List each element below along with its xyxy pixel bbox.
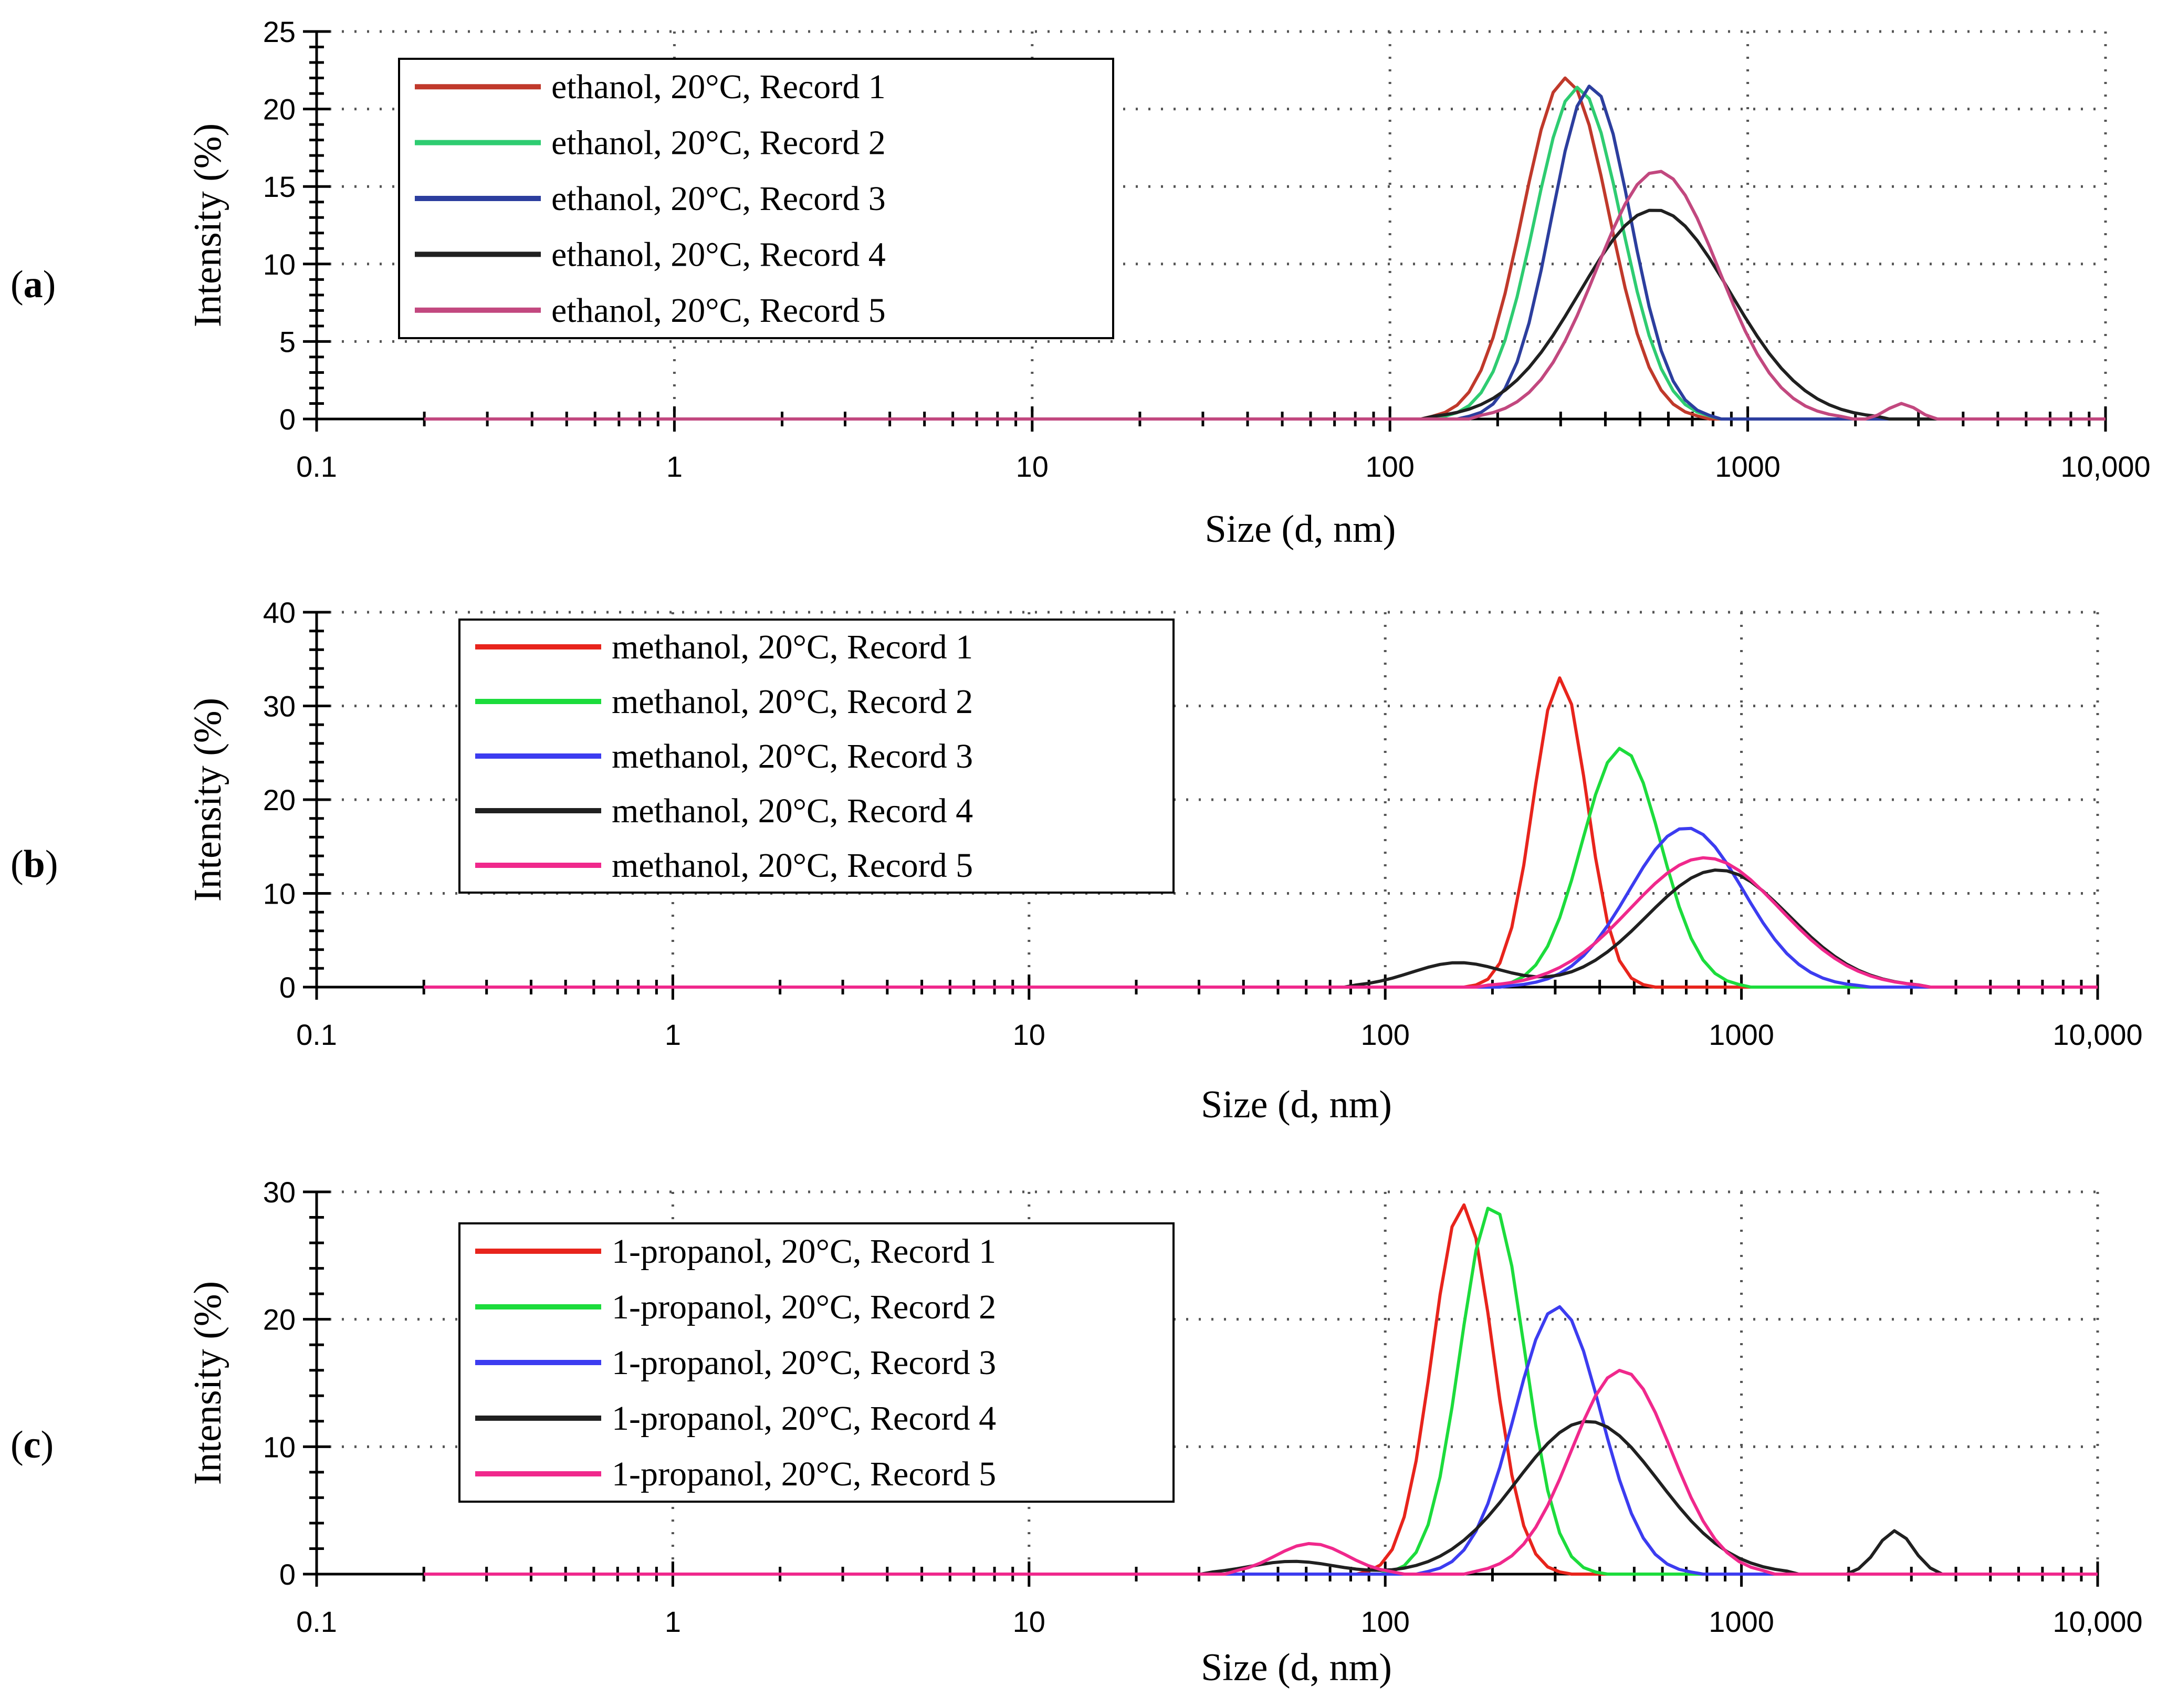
y-tick-label: 5 <box>279 325 296 358</box>
y-axis-title: Intensity (%) <box>186 1281 229 1485</box>
x-tick-label: 1000 <box>1709 1018 1774 1051</box>
legend-label-record-1: 1-propanol, 20°C, Record 1 <box>612 1232 996 1271</box>
legend: methanol, 20°C, Record 1 methanol, 20°C, … <box>458 619 1175 894</box>
y-tick-label: 0 <box>279 403 296 436</box>
chart-panel-c: 0.1 1 10 100 1000 10,000 0 10 20 30 Size (d, nm) In… <box>11 1176 2143 1689</box>
x-tick-label: 0.1 <box>296 1018 337 1051</box>
legend-label-record-3: methanol, 20°C, Record 3 <box>612 737 973 776</box>
legend-label-record-5: methanol, 20°C, Record 5 <box>612 846 973 885</box>
x-tick-label: 100 <box>1360 1018 1409 1051</box>
y-tick-label: 10 <box>263 877 296 910</box>
x-tick-label: 10 <box>1016 450 1049 483</box>
x-axis-title: Size (d, nm) <box>1205 508 1396 551</box>
x-tick-label: 1 <box>666 450 683 483</box>
panel-label: (a) <box>11 263 56 306</box>
series-lines <box>424 1203 2098 1576</box>
series-line-record-5 <box>424 856 2098 989</box>
legend: ethanol, 20°C, Record 1 ethanol, 20°C, Re… <box>398 58 1114 339</box>
y-tick-label: 20 <box>263 93 296 126</box>
y-tick-label: 10 <box>263 1430 296 1463</box>
y-tick-label: 30 <box>263 690 296 723</box>
legend-label-record-2: methanol, 20°C, Record 2 <box>612 683 973 721</box>
x-tick-label: 100 <box>1360 1605 1409 1638</box>
x-tick-label: 0.1 <box>296 1605 337 1638</box>
panel-label: (c) <box>11 1423 54 1466</box>
series-lines <box>424 76 2106 421</box>
y-tick-label: 25 <box>263 15 296 48</box>
panel-label: (b) <box>11 843 58 886</box>
legend-label-record-2: ethanol, 20°C, Record 2 <box>551 124 886 162</box>
y-axis-title: Intensity (%) <box>186 123 229 327</box>
legend-label-record-4: methanol, 20°C, Record 4 <box>612 792 973 830</box>
legend-label-record-5: ethanol, 20°C, Record 5 <box>551 291 886 330</box>
legend-label-record-4: 1-propanol, 20°C, Record 4 <box>612 1399 996 1438</box>
y-tick-label: 20 <box>263 783 296 816</box>
chart-panel-a: 0.1 1 10 100 1000 10,000 0 5 10 15 20 25 Size (d, nm… <box>11 15 2151 551</box>
x-tick-label: 10 <box>1013 1018 1045 1051</box>
y-axis-title: Intensity (%) <box>186 698 229 902</box>
x-tick-label: 100 <box>1365 450 1414 483</box>
x-tick-label: 1000 <box>1709 1605 1774 1638</box>
legend-label-record-3: 1-propanol, 20°C, Record 3 <box>612 1344 996 1382</box>
chart-panel-b: 0.1 1 10 100 1000 10,000 0 10 20 30 40 Size (d, nm)… <box>11 596 2143 1126</box>
y-tick-label: 30 <box>263 1176 296 1209</box>
x-axis-title: Size (d, nm) <box>1201 1083 1392 1126</box>
series-line-record-5 <box>424 1369 2098 1576</box>
y-tick-label: 10 <box>263 248 296 281</box>
legend-label-record-5: 1-propanol, 20°C, Record 5 <box>612 1455 996 1493</box>
y-tick-label: 0 <box>279 1558 296 1591</box>
x-tick-label: 10,000 <box>2060 450 2150 483</box>
x-tick-label: 10 <box>1013 1605 1045 1638</box>
y-tick-label: 40 <box>263 596 296 629</box>
series-lines <box>424 676 2098 989</box>
x-tick-label: 0.1 <box>296 450 337 483</box>
x-tick-label: 10,000 <box>2052 1605 2142 1638</box>
legend-label-record-4: ethanol, 20°C, Record 4 <box>551 235 886 274</box>
y-tick-label: 15 <box>263 170 296 203</box>
legend-label-record-2: 1-propanol, 20°C, Record 2 <box>612 1288 996 1326</box>
legend-label-record-3: ethanol, 20°C, Record 3 <box>551 180 886 218</box>
x-tick-label: 1 <box>665 1605 681 1638</box>
x-tick-label: 1000 <box>1715 450 1781 483</box>
series-line-record-5 <box>424 170 2106 421</box>
y-tick-label: 20 <box>263 1303 296 1336</box>
x-tick-label: 10,000 <box>2052 1018 2142 1051</box>
x-axis-title: Size (d, nm) <box>1201 1646 1392 1689</box>
legend-label-record-1: methanol, 20°C, Record 1 <box>612 628 973 666</box>
y-tick-label: 0 <box>279 971 296 1004</box>
x-tick-label: 1 <box>665 1018 681 1051</box>
legend-label-record-1: ethanol, 20°C, Record 1 <box>551 68 886 106</box>
legend: 1-propanol, 20°C, Record 1 1-propanol, 20… <box>458 1222 1175 1503</box>
